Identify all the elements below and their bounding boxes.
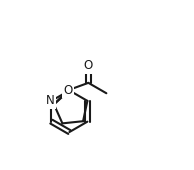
Text: N: N — [46, 94, 55, 107]
Text: O: O — [63, 84, 73, 97]
Text: O: O — [84, 59, 93, 72]
